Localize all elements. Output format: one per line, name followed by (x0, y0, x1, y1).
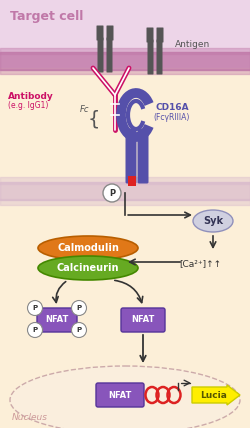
Circle shape (72, 300, 86, 315)
Circle shape (103, 184, 121, 202)
FancyArrow shape (192, 385, 240, 405)
FancyBboxPatch shape (156, 27, 164, 42)
FancyBboxPatch shape (106, 26, 114, 41)
FancyBboxPatch shape (156, 39, 162, 74)
FancyBboxPatch shape (121, 308, 165, 332)
Circle shape (72, 323, 86, 338)
Text: Antibody: Antibody (8, 92, 54, 101)
FancyBboxPatch shape (126, 128, 136, 184)
Text: P: P (32, 327, 38, 333)
Text: P: P (76, 327, 82, 333)
Text: (e.g. IgG1): (e.g. IgG1) (8, 101, 48, 110)
Text: (FcγRIIIA): (FcγRIIIA) (153, 113, 190, 122)
Text: {: { (88, 109, 101, 128)
FancyBboxPatch shape (37, 308, 77, 332)
Text: CD16A: CD16A (155, 103, 189, 112)
Circle shape (28, 323, 42, 338)
Text: Fc: Fc (80, 105, 90, 114)
Ellipse shape (193, 210, 233, 232)
Text: P: P (109, 189, 115, 198)
FancyBboxPatch shape (148, 39, 154, 74)
Text: P: P (76, 306, 82, 312)
Ellipse shape (38, 236, 138, 260)
FancyBboxPatch shape (138, 128, 148, 184)
FancyBboxPatch shape (98, 38, 103, 72)
Text: NFAT: NFAT (108, 390, 132, 399)
FancyBboxPatch shape (106, 38, 112, 72)
Text: Lucia: Lucia (200, 390, 228, 399)
FancyBboxPatch shape (146, 27, 154, 42)
Circle shape (28, 300, 42, 315)
Text: Nucleus: Nucleus (12, 413, 48, 422)
Text: NFAT: NFAT (131, 315, 155, 324)
Text: Target cell: Target cell (10, 10, 84, 23)
FancyBboxPatch shape (128, 176, 136, 186)
Text: NFAT: NFAT (45, 315, 69, 324)
Text: Syk: Syk (203, 216, 223, 226)
Text: Calcineurin: Calcineurin (57, 263, 119, 273)
FancyBboxPatch shape (0, 0, 250, 75)
Text: Calmodulin: Calmodulin (57, 243, 119, 253)
FancyBboxPatch shape (96, 383, 144, 407)
Text: P: P (32, 306, 38, 312)
Ellipse shape (38, 256, 138, 280)
Text: Antigen: Antigen (175, 39, 210, 48)
FancyBboxPatch shape (96, 26, 103, 41)
Ellipse shape (10, 366, 240, 428)
Text: [Ca²⁺]↑↑: [Ca²⁺]↑↑ (179, 259, 221, 268)
